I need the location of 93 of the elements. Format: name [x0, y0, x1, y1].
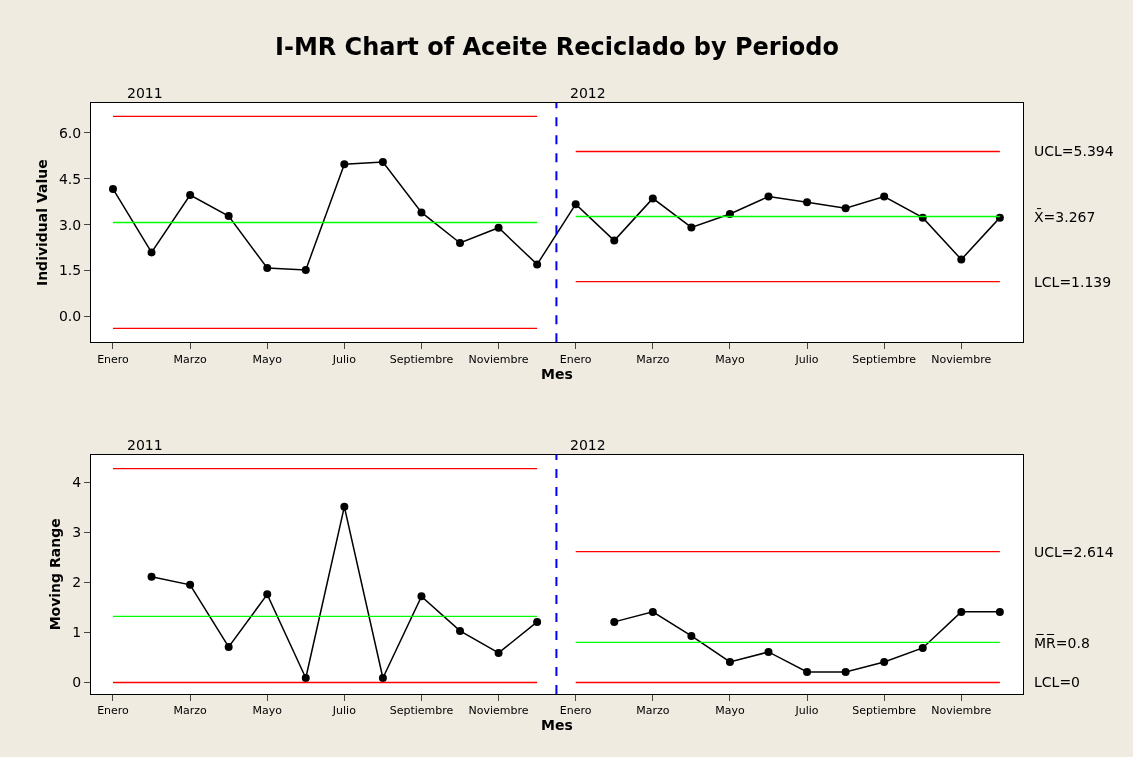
text: 2012: [570, 437, 606, 453]
y-tick-label: 0: [72, 674, 82, 691]
x-tick-label: Mayo: [252, 704, 283, 718]
point: [648, 607, 657, 616]
point: [995, 213, 1004, 222]
point: [417, 208, 426, 217]
text: 2011: [127, 437, 163, 453]
point: [725, 657, 734, 666]
text: X̄=3.267: [1034, 208, 1096, 225]
point: [378, 158, 387, 166]
x-tick-label: Enero: [97, 352, 130, 366]
x-tick-label: Enero: [97, 704, 130, 718]
x-tick-label: Julio: [331, 704, 357, 718]
y-tick-label: 4.5: [58, 170, 82, 187]
point: [803, 667, 812, 676]
x-tick-label: Septiembre: [389, 704, 454, 718]
x-tick-label: Enero: [559, 352, 592, 366]
y-axis-title: Individual Value: [33, 159, 50, 287]
point: [880, 657, 889, 666]
point: [957, 255, 966, 264]
y-tick-label: 0.0: [58, 308, 82, 325]
x-tick-label: Noviembre: [931, 352, 992, 366]
point: [417, 592, 426, 601]
point: [186, 191, 195, 200]
y-axis-title: Moving Range: [46, 518, 63, 631]
y-tick-label: 6.0: [58, 124, 82, 141]
y-tick-label: 2: [72, 574, 82, 591]
point: [764, 192, 773, 201]
point: [186, 580, 195, 589]
x-tick-label: Noviembre: [468, 352, 529, 366]
text: UCL=5.394: [1034, 143, 1114, 159]
y-tick-label: 3.0: [58, 216, 82, 233]
y-tick-label: 1: [72, 624, 82, 641]
x-tick-label: Julio: [794, 352, 819, 366]
point: [263, 590, 272, 599]
point: [533, 260, 542, 269]
point: [803, 198, 812, 207]
text: LCL=1.139: [1034, 274, 1112, 290]
point: [648, 194, 657, 203]
point: [263, 264, 272, 273]
x-tick-label: Septiembre: [852, 352, 917, 366]
point: [571, 200, 580, 209]
point: [841, 667, 850, 676]
y-tick-label: 1.5: [58, 262, 82, 279]
x-tick-label: Mayo: [252, 352, 283, 366]
point: [224, 212, 233, 221]
chart-title: I-MR Chart of Aceite Reciclado by Periodo: [275, 33, 840, 61]
x-axis-title: Mes: [541, 365, 573, 382]
point: [687, 631, 696, 640]
x-tick-label: Marzo: [173, 352, 207, 366]
x-tick-label: Marzo: [636, 352, 670, 366]
point: [918, 643, 927, 652]
x-tick-label: Mayo: [715, 352, 745, 366]
point: [957, 607, 966, 616]
text: 2012: [570, 85, 606, 101]
x-tick-label: Enero: [559, 704, 592, 718]
text: LCL=0: [1034, 674, 1081, 690]
point: [340, 502, 349, 511]
y-tick-label: 3: [72, 524, 82, 541]
x-tick-label: Marzo: [636, 704, 670, 718]
text: M̅R̅=0.8: [1034, 634, 1090, 651]
point: [224, 642, 233, 651]
x-tick-label: Noviembre: [468, 704, 529, 718]
point: [456, 239, 465, 248]
point: [764, 647, 773, 656]
y-tick-label: 4: [72, 474, 82, 491]
point: [880, 192, 889, 201]
x-tick-label: Mayo: [715, 704, 745, 718]
point: [687, 223, 696, 232]
point: [301, 673, 310, 682]
point: [610, 236, 619, 245]
point: [456, 626, 465, 635]
point: [610, 617, 619, 626]
point: [494, 648, 503, 657]
point: [995, 607, 1004, 616]
x-tick-label: Julio: [794, 704, 819, 718]
point: [147, 248, 156, 257]
x-tick-label: Septiembre: [852, 704, 917, 718]
x-tick-label: Noviembre: [931, 704, 992, 718]
x-axis-title: Mes: [541, 717, 573, 734]
point: [841, 204, 850, 213]
point: [378, 673, 387, 682]
x-tick-label: Septiembre: [389, 352, 454, 366]
point: [340, 160, 349, 169]
text: 2011: [127, 85, 163, 101]
x-tick-label: Marzo: [173, 704, 207, 718]
point: [147, 572, 156, 581]
point: [494, 223, 503, 232]
x-tick-label: Julio: [331, 352, 357, 366]
text: UCL=2.614: [1034, 544, 1114, 560]
point: [533, 617, 542, 626]
point: [301, 265, 310, 274]
point: [108, 184, 117, 193]
